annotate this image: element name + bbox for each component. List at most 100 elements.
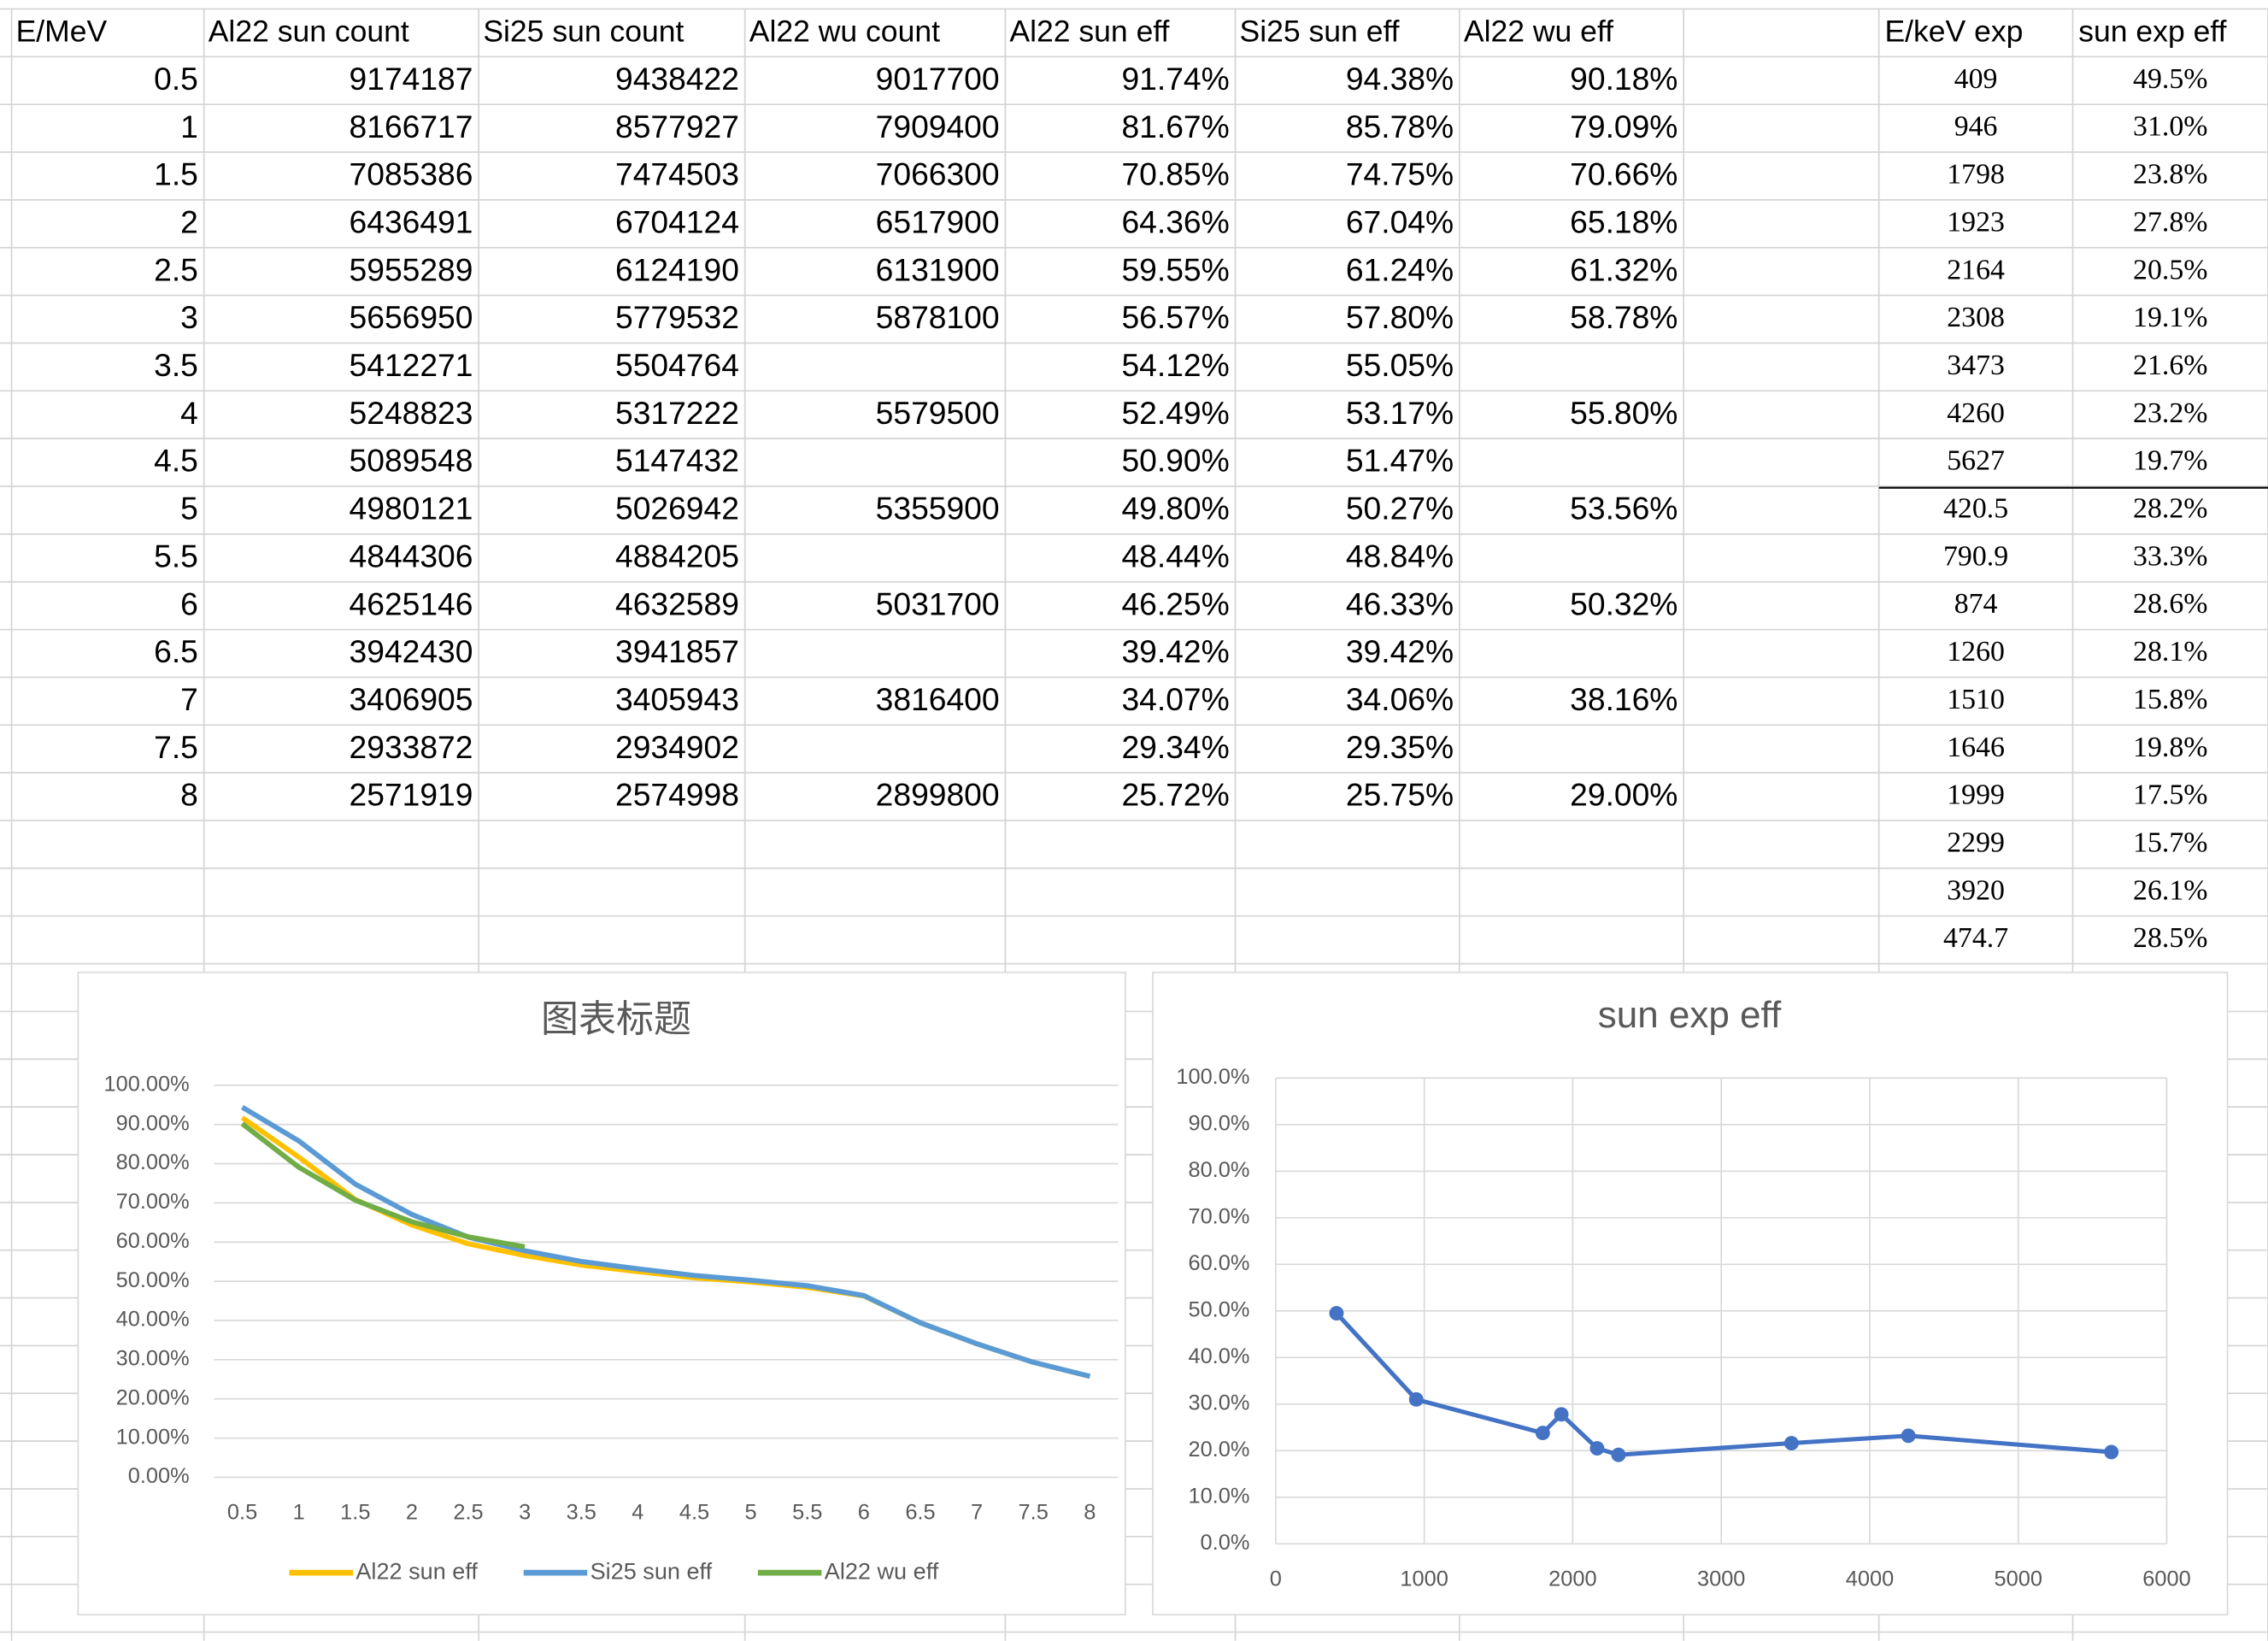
cell-value: 2.5 bbox=[154, 251, 198, 287]
cell-value: 3942430 bbox=[350, 633, 473, 669]
data-point bbox=[1901, 1428, 1916, 1444]
x-tick-label: 5.5 bbox=[792, 1500, 822, 1524]
cell-value: 3406905 bbox=[350, 681, 473, 717]
y-tick-label: 70.00% bbox=[116, 1190, 190, 1214]
x-tick-label: 5 bbox=[745, 1500, 757, 1524]
cell-value: 55.05% bbox=[1346, 347, 1454, 383]
cell-value: 5026942 bbox=[615, 491, 739, 526]
cell-value: 5089548 bbox=[350, 443, 473, 479]
y-tick-label: 80.0% bbox=[1188, 1158, 1249, 1182]
cell-value: 31.0% bbox=[2133, 111, 2207, 143]
column-header: E/MeV bbox=[16, 15, 108, 49]
cell-value: 70.66% bbox=[1570, 156, 1677, 192]
cell-value: 25.72% bbox=[1121, 777, 1229, 813]
cell-value: 9017700 bbox=[876, 61, 1000, 97]
cell-value: 420.5 bbox=[1943, 493, 2008, 525]
cell-value: 6131900 bbox=[876, 251, 1000, 287]
series-line bbox=[240, 1121, 526, 1250]
cell-value: 39.42% bbox=[1346, 633, 1454, 669]
cell-value: 58.78% bbox=[1570, 299, 1677, 335]
cell-value: 3 bbox=[180, 299, 198, 335]
cell-value: 5355900 bbox=[876, 491, 1000, 526]
data-point bbox=[1611, 1447, 1626, 1462]
chart-frame[interactable] bbox=[77, 971, 1126, 1616]
cell-value: 28.1% bbox=[2133, 636, 2207, 668]
data-point bbox=[1535, 1426, 1550, 1441]
x-tick-label: 7.5 bbox=[1019, 1500, 1049, 1524]
cell-value: 3473 bbox=[1947, 350, 2005, 381]
cell-value: 3920 bbox=[1947, 874, 2005, 906]
cell-value: 8577927 bbox=[615, 109, 739, 144]
cell-value: 2308 bbox=[1947, 302, 2005, 333]
charts: 0.00% 10.00% 20.00% 30.00% 40.00% 50.00% 60.00… bbox=[104, 1065, 2191, 1591]
cell-value: 6704124 bbox=[615, 203, 739, 239]
cell-value: 34.07% bbox=[1121, 681, 1229, 717]
cell-value: 50.90% bbox=[1121, 443, 1229, 479]
cell-value: 65.18% bbox=[1570, 203, 1677, 239]
x-tick-label: 1000 bbox=[1400, 1567, 1448, 1591]
x-tick-label: 0.5 bbox=[227, 1500, 257, 1524]
cell-value: 2934902 bbox=[615, 729, 739, 765]
cell-value: 17.5% bbox=[2133, 779, 2207, 811]
cell-value: 5031700 bbox=[876, 585, 1000, 621]
y-tick-label: 100.0% bbox=[1176, 1065, 1249, 1089]
cell-value: 21.6% bbox=[2133, 350, 2207, 381]
cell-value: 61.32% bbox=[1570, 251, 1677, 287]
cell-value: 5147432 bbox=[615, 443, 739, 479]
cell-value: 6.5 bbox=[154, 633, 198, 669]
y-tick-label: 20.0% bbox=[1188, 1438, 1249, 1462]
y-tick-label: 40.00% bbox=[116, 1308, 190, 1332]
column-header: Si25 sun eff bbox=[1240, 15, 1400, 49]
cell-value: 5504764 bbox=[615, 347, 739, 383]
cell-value: 0.5 bbox=[154, 61, 198, 97]
cell-value: 46.25% bbox=[1121, 585, 1229, 621]
y-tick-label: 20.00% bbox=[116, 1385, 190, 1409]
cell-value: 2899800 bbox=[876, 777, 1000, 813]
cell-value: 59.55% bbox=[1121, 251, 1229, 287]
y-tick-label: 90.0% bbox=[1188, 1111, 1249, 1135]
cell-value: 2933872 bbox=[350, 729, 473, 765]
cell-value: 91.74% bbox=[1121, 61, 1229, 97]
y-tick-label: 70.0% bbox=[1188, 1204, 1249, 1228]
y-tick-label: 50.00% bbox=[116, 1268, 190, 1292]
data-point bbox=[1329, 1306, 1344, 1320]
cell-value: 2571919 bbox=[350, 777, 473, 813]
cell-value: 8 bbox=[180, 777, 198, 813]
cell-value: 1646 bbox=[1947, 732, 2005, 763]
y-tick-label: 10.0% bbox=[1188, 1485, 1249, 1509]
y-tick-label: 10.00% bbox=[116, 1425, 190, 1449]
cell-value: 29.34% bbox=[1121, 729, 1229, 765]
x-tick-label: 8 bbox=[1084, 1500, 1096, 1524]
cell-value: 1.5 bbox=[154, 156, 198, 192]
cell-value: 7066300 bbox=[876, 156, 1000, 192]
cell-value: 4.5 bbox=[154, 443, 198, 479]
cell-value: 946 bbox=[1954, 111, 1998, 143]
cell-value: 90.18% bbox=[1570, 61, 1677, 97]
cell-value: 33.3% bbox=[2133, 540, 2207, 572]
cell-value: 4844306 bbox=[350, 538, 473, 573]
y-tick-label: 0.0% bbox=[1201, 1531, 1250, 1555]
cell-value: 409 bbox=[1954, 63, 1998, 95]
cell-value: 19.7% bbox=[2133, 445, 2207, 477]
column-header: sun exp eff bbox=[2078, 15, 2226, 49]
cell-value: 5579500 bbox=[876, 395, 1000, 431]
x-tick-label: 6000 bbox=[2142, 1567, 2190, 1591]
column-header: Al22 sun eff bbox=[1009, 15, 1169, 49]
cell-value: 1798 bbox=[1947, 159, 2005, 191]
chart-frame[interactable] bbox=[1152, 971, 2229, 1616]
x-tick-label: 5000 bbox=[1995, 1567, 2042, 1591]
cell-value: 874 bbox=[1954, 588, 1998, 620]
chart-title: sun exp eff bbox=[1598, 994, 1782, 1036]
cell-value: 5656950 bbox=[350, 299, 473, 335]
cell-value: 3.5 bbox=[154, 347, 198, 383]
cell-value: 61.24% bbox=[1346, 251, 1454, 287]
data-point bbox=[1589, 1441, 1605, 1456]
y-tick-label: 60.0% bbox=[1188, 1251, 1249, 1275]
cell-value: 3405943 bbox=[615, 681, 739, 717]
column-header: E/keV exp bbox=[1884, 15, 2023, 49]
cell-value: 23.2% bbox=[2133, 397, 2207, 429]
cell-value: 49.80% bbox=[1121, 491, 1229, 526]
cell-value: 38.16% bbox=[1570, 681, 1677, 717]
cell-value: 19.1% bbox=[2133, 302, 2207, 333]
y-tick-label: 90.00% bbox=[116, 1111, 190, 1135]
